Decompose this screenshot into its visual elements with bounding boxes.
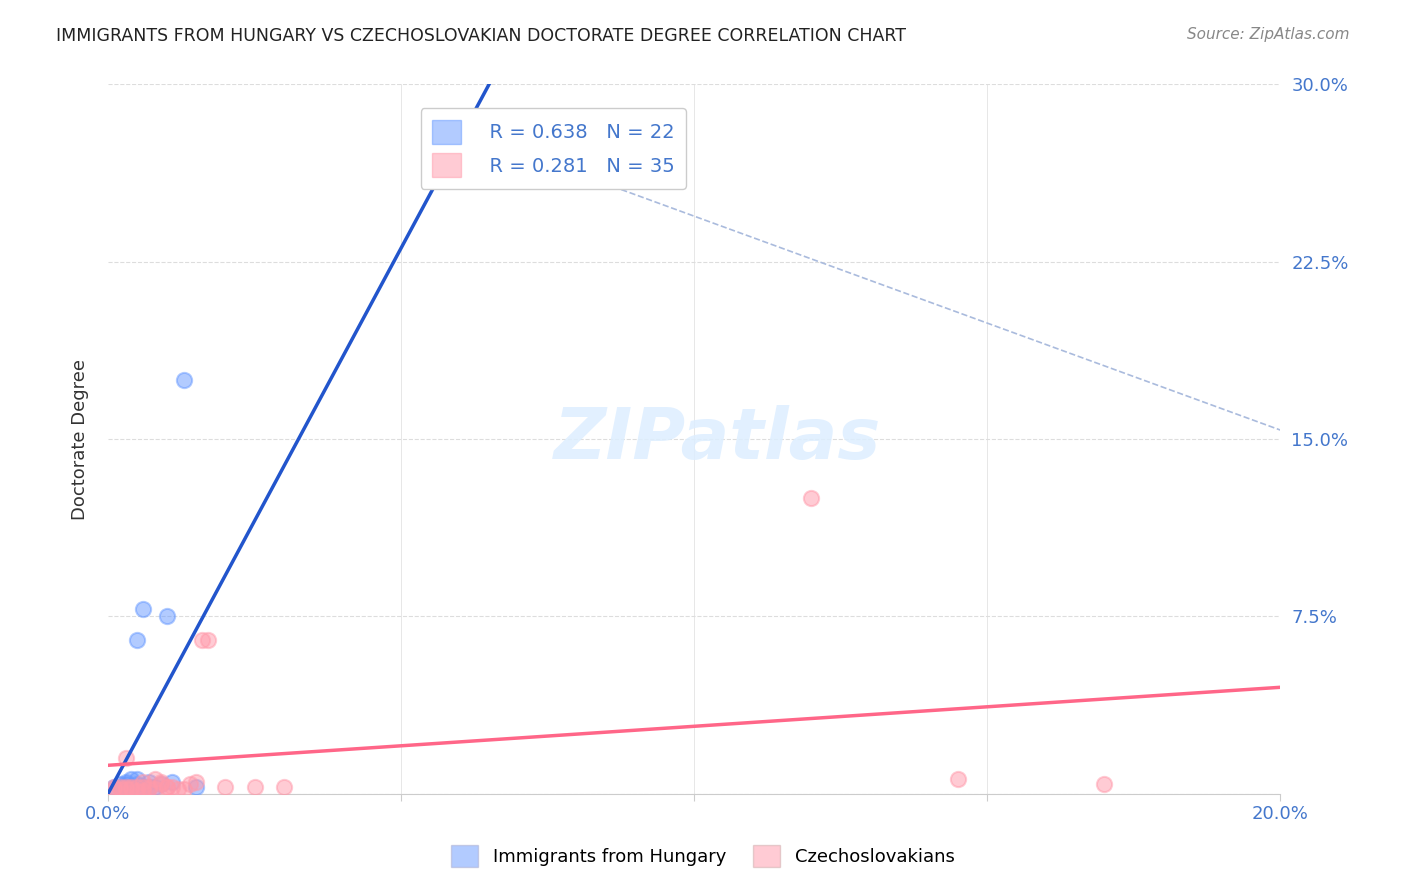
Point (214, 780, 236, 794)
Point (138, 780, 160, 794)
Point (120, 781, 142, 796)
Point (114, 775, 136, 789)
Point (179, 777, 201, 791)
Point (143, 780, 166, 794)
Point (114, 781, 136, 796)
Point (143, 772, 166, 787)
Text: IMMIGRANTS FROM HUNGARY VS CZECHOSLOVAKIAN DOCTORATE DEGREE CORRELATION CHART: IMMIGRANTS FROM HUNGARY VS CZECHOSLOVAKI… (56, 27, 907, 45)
Point (184, 775, 207, 789)
Point (149, 777, 172, 791)
Y-axis label: Doctorate Degree: Doctorate Degree (72, 359, 89, 519)
Point (127, 632, 149, 647)
Point (127, 772, 149, 787)
Text: Source: ZipAtlas.com: Source: ZipAtlas.com (1187, 27, 1350, 42)
Point (108, 777, 131, 791)
Point (197, 632, 219, 647)
Point (155, 780, 177, 794)
Legend: Immigrants from Hungary, Czechoslovakians: Immigrants from Hungary, Czechoslovakian… (444, 838, 962, 874)
Point (132, 780, 155, 794)
Point (108, 781, 131, 796)
Point (127, 780, 149, 794)
Point (132, 602, 155, 616)
Point (108, 780, 131, 794)
Point (243, 780, 266, 794)
Point (162, 775, 184, 789)
Point (114, 777, 136, 791)
Point (120, 780, 142, 794)
Point (184, 780, 207, 794)
Point (138, 781, 160, 796)
Point (108, 780, 131, 794)
Point (946, 772, 969, 787)
Point (103, 781, 125, 796)
Point (138, 780, 160, 794)
Point (120, 780, 142, 794)
Point (132, 780, 155, 794)
Point (103, 780, 125, 794)
Point (149, 775, 172, 789)
Point (800, 491, 823, 505)
Point (114, 751, 136, 765)
Point (120, 772, 142, 787)
Point (114, 780, 136, 794)
Point (191, 632, 214, 647)
Point (273, 780, 295, 794)
Point (127, 784, 149, 798)
Point (138, 775, 160, 789)
Point (419, 112, 441, 127)
Point (143, 781, 166, 796)
Point (155, 609, 177, 624)
Point (149, 777, 172, 791)
Point (162, 780, 184, 794)
Point (114, 780, 136, 794)
Point (155, 780, 177, 794)
Point (173, 373, 195, 387)
Point (1094, 777, 1116, 791)
Point (173, 781, 195, 796)
Point (132, 775, 155, 789)
Point (127, 777, 149, 791)
Point (132, 784, 155, 798)
Point (167, 781, 190, 796)
Legend:   R = 0.638   N = 22,   R = 0.281   N = 35: R = 0.638 N = 22, R = 0.281 N = 35 (420, 108, 686, 189)
Point (103, 780, 125, 794)
Text: ZIPatlas: ZIPatlas (554, 405, 882, 474)
